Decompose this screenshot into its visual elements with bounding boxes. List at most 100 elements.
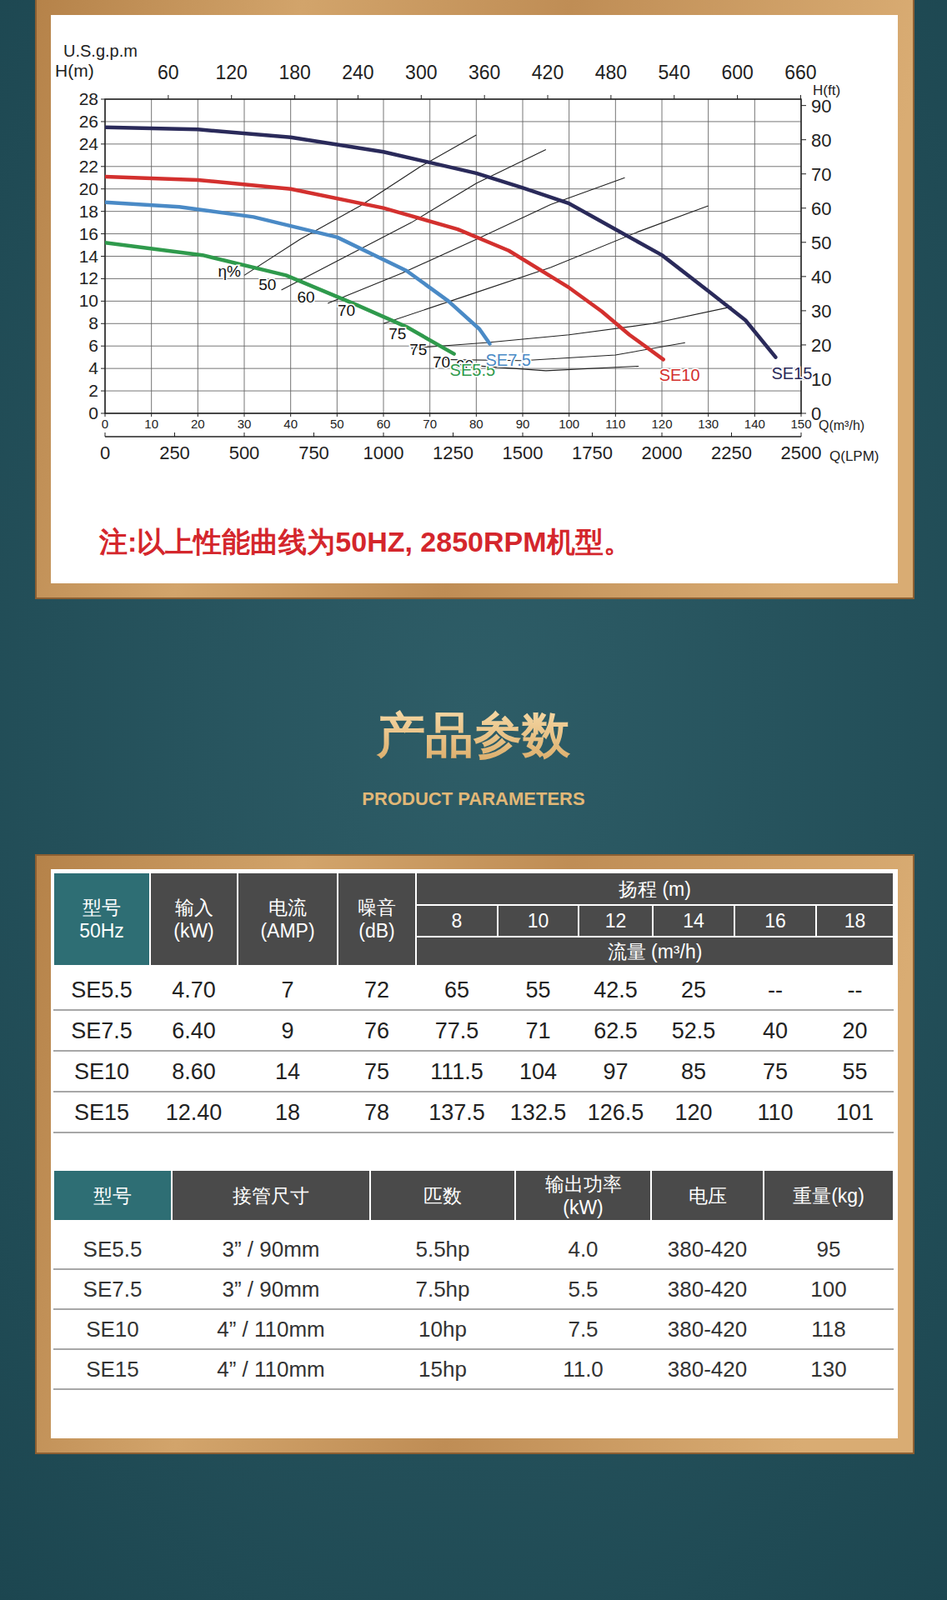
- tick: [357, 95, 359, 100]
- tick: [801, 105, 807, 106]
- table-cell: 20: [841, 1018, 867, 1044]
- tick-label: 20: [79, 179, 99, 199]
- tick-label: 130: [697, 416, 719, 431]
- tick-label: 70: [422, 416, 437, 431]
- table-panel: [50, 869, 898, 1439]
- header-cell: [53, 872, 151, 967]
- efficiency-line: [439, 342, 686, 361]
- header-text: (dB): [358, 920, 395, 942]
- tick: [547, 95, 549, 100]
- tick-label: 90: [516, 416, 531, 431]
- tick: [100, 143, 106, 145]
- row-rule: [53, 1091, 894, 1093]
- tick: [801, 310, 807, 311]
- page: 0246810121416182022242628010203040506070…: [0, 0, 947, 1600]
- header-cell: [515, 1170, 652, 1222]
- header-text: (kW): [562, 1197, 604, 1219]
- axis-title: Q(LPM): [829, 448, 880, 465]
- table-cell: 380-420: [667, 1277, 747, 1303]
- tick-label: 140: [744, 416, 766, 431]
- efficiency-line: [244, 135, 477, 276]
- tick: [100, 323, 106, 325]
- header-cell: [53, 1170, 172, 1222]
- grid-line: [105, 323, 802, 325]
- tick: [100, 300, 106, 302]
- table-cell: 52.5: [671, 1018, 717, 1044]
- tick: [244, 432, 246, 437]
- tick: [100, 188, 106, 190]
- tick-label: 40: [811, 266, 832, 288]
- tick-label: 240: [341, 61, 374, 84]
- row-rule: [53, 1132, 894, 1134]
- wood-frame: [35, 855, 914, 1454]
- tick-label: 60: [376, 416, 391, 431]
- tick-label: 420: [531, 61, 564, 84]
- tick-label: 90: [811, 95, 832, 117]
- header-text: 电流: [268, 896, 307, 919]
- pump-curve: [105, 242, 455, 354]
- tick: [313, 432, 315, 437]
- tick-label: 4: [88, 358, 99, 378]
- tick: [100, 278, 106, 280]
- header-text: 输出功率: [545, 1173, 622, 1196]
- header-cell: [497, 905, 579, 937]
- tick-label: 28: [79, 89, 99, 109]
- annotation: 75: [388, 325, 406, 343]
- tick-label: 80: [811, 130, 832, 151]
- row-rule: [53, 1348, 894, 1351]
- efficiency-line: [327, 177, 625, 304]
- tick-label: 22: [79, 156, 99, 176]
- table-cell: SE5.5: [83, 1237, 143, 1263]
- tick-label: 2500: [781, 442, 822, 464]
- annotation: η%: [217, 262, 241, 281]
- annotation: 70: [432, 353, 451, 371]
- tick-label: 150: [790, 416, 812, 431]
- header-text: 噪音: [357, 896, 396, 919]
- header-cell: [763, 1170, 894, 1222]
- tick: [484, 95, 486, 100]
- axis-title: U.S.g.p.m: [63, 41, 138, 61]
- table-cell: 40: [762, 1018, 788, 1044]
- header-text: (AMP): [260, 920, 315, 942]
- table-cell: 18: [275, 1100, 301, 1126]
- tick-label: 20: [811, 335, 832, 356]
- table-cell: --: [847, 977, 863, 1003]
- table-cell: 132.5: [510, 1100, 567, 1126]
- header-text: 16: [764, 910, 787, 932]
- tick-label: 750: [298, 442, 330, 464]
- tick-label: 120: [651, 416, 672, 431]
- table-cell: 5.5hp: [415, 1237, 470, 1263]
- table-cell: 10hp: [418, 1317, 467, 1343]
- tick-label: 6: [88, 335, 99, 356]
- table-cell: 380-420: [667, 1357, 747, 1383]
- tick-label: 40: [283, 416, 298, 431]
- header-text: 型号: [93, 1185, 132, 1208]
- row-rule: [53, 1268, 894, 1271]
- tick-label: 1750: [571, 442, 613, 464]
- grid-line: [707, 99, 709, 414]
- axes: 0246810121416182022242628010203040506070…: [79, 61, 832, 464]
- table-cell: 8.60: [171, 1059, 216, 1085]
- header-cell: [237, 872, 338, 967]
- tick-label: 30: [811, 300, 832, 322]
- tick: [736, 95, 738, 100]
- tick-label: 1500: [502, 442, 544, 464]
- labels: η%50607075757060SE5.5SE7.5SE10SE15: [217, 262, 812, 385]
- table-cell: 72: [364, 977, 390, 1003]
- header-text: 重量(kg): [792, 1185, 865, 1208]
- tick: [452, 432, 454, 437]
- tick: [731, 432, 732, 437]
- tick-label: 80: [469, 416, 484, 431]
- tick: [383, 432, 385, 437]
- table-cell: 7: [280, 977, 294, 1003]
- row-rule: [53, 1308, 894, 1311]
- header-text: 18: [844, 910, 867, 932]
- grid-line: [105, 233, 802, 235]
- table-cell: 4.70: [171, 977, 216, 1003]
- table-cell: 75: [762, 1059, 788, 1085]
- tick: [230, 95, 232, 100]
- tick: [167, 95, 169, 100]
- table-cell: 55: [841, 1059, 867, 1085]
- tick-label: 10: [144, 416, 159, 431]
- series-label: SE7.5: [485, 350, 531, 370]
